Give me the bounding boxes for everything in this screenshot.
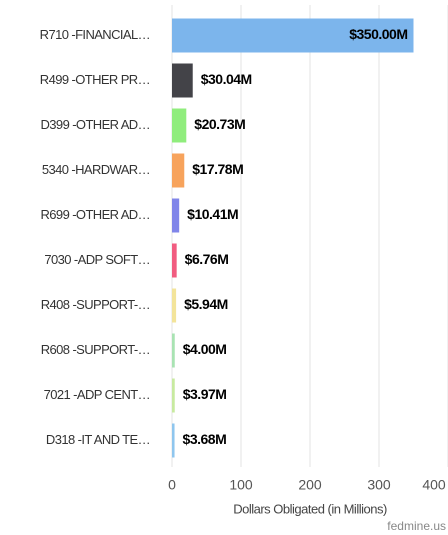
bar bbox=[172, 18, 414, 53]
bar bbox=[172, 153, 185, 188]
y-tick-label: R710 -FINANCIAL… bbox=[40, 27, 150, 42]
y-tick-label: R499 -OTHER PR… bbox=[40, 72, 150, 87]
bar bbox=[172, 423, 175, 458]
x-tick-label: 200 bbox=[298, 477, 322, 493]
value-label: $30.04M bbox=[201, 71, 252, 87]
x-axis-label: Dollars Obligated (in Millions) bbox=[233, 501, 387, 516]
value-label: $10.41M bbox=[187, 206, 238, 222]
x-tick-label: 400 bbox=[422, 477, 446, 493]
y-tick-label: R608 -SUPPORT-… bbox=[41, 342, 150, 357]
bar bbox=[172, 288, 177, 323]
value-label: $5.94M bbox=[184, 296, 228, 312]
value-label: $17.78M bbox=[192, 161, 243, 177]
value-label: $3.68M bbox=[183, 431, 227, 447]
x-tick-label: 300 bbox=[367, 477, 391, 493]
credit: fedmine.us bbox=[387, 519, 446, 533]
bar bbox=[172, 108, 187, 143]
x-tick-label: 0 bbox=[168, 477, 176, 493]
bar bbox=[172, 333, 175, 368]
bar bbox=[172, 378, 175, 413]
x-tick-label: 100 bbox=[229, 477, 253, 493]
value-label: $350.00M bbox=[349, 26, 407, 42]
value-label: $20.73M bbox=[194, 116, 245, 132]
y-tick-label: R699 -OTHER AD… bbox=[41, 207, 150, 222]
bar bbox=[172, 198, 180, 233]
value-label: $3.97M bbox=[183, 386, 227, 402]
bar bbox=[172, 63, 193, 98]
value-label: $6.76M bbox=[185, 251, 229, 267]
y-tick-label: D318 -IT AND TE… bbox=[46, 432, 150, 447]
y-tick-label: 7021 -ADP CENT… bbox=[44, 387, 150, 402]
y-tick-label: 5340 -HARDWAR… bbox=[42, 162, 150, 177]
bar bbox=[172, 243, 177, 278]
y-tick-label: D399 -OTHER AD… bbox=[41, 117, 150, 132]
y-tick-label: R408 -SUPPORT-… bbox=[41, 297, 150, 312]
value-label: $4.00M bbox=[183, 341, 227, 357]
y-tick-label: 7030 -ADP SOFT… bbox=[44, 252, 150, 267]
